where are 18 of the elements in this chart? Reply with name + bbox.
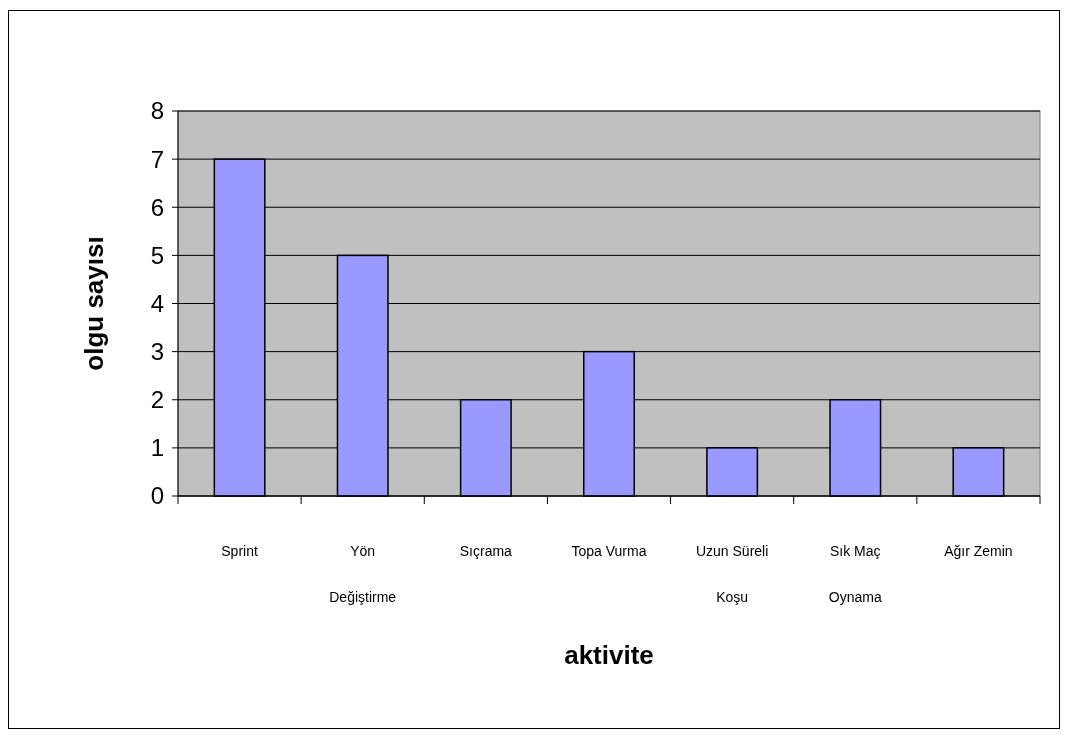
y-tick-label: 0: [150, 482, 164, 510]
category-label: Yön Değiştirme: [329, 543, 397, 605]
y-tick-label: 1: [150, 434, 164, 462]
y-tick-label: 6: [150, 193, 164, 221]
x-axis-title: aktivite: [564, 640, 654, 670]
x-tick-label: Topa Vurma: [571, 543, 647, 559]
x-tick-label: Sıçrama: [459, 543, 513, 559]
y-tick-label: 7: [150, 145, 164, 173]
y-tick-label: 2: [150, 386, 164, 414]
y-tick-label: 8: [150, 97, 164, 125]
y-tick-label: 5: [150, 241, 164, 269]
y-tick-label: 4: [150, 289, 164, 317]
x-tick-label: Sprint: [221, 543, 258, 559]
y-tick-label: 3: [150, 338, 164, 366]
category-label: Uzun Süreli Koşu: [695, 543, 769, 605]
y-axis-title: olgu sayısı: [79, 236, 109, 371]
category-label: Sık Maç Oynama: [828, 543, 882, 605]
x-tick-label: Ağır Zemin: [944, 543, 1013, 559]
